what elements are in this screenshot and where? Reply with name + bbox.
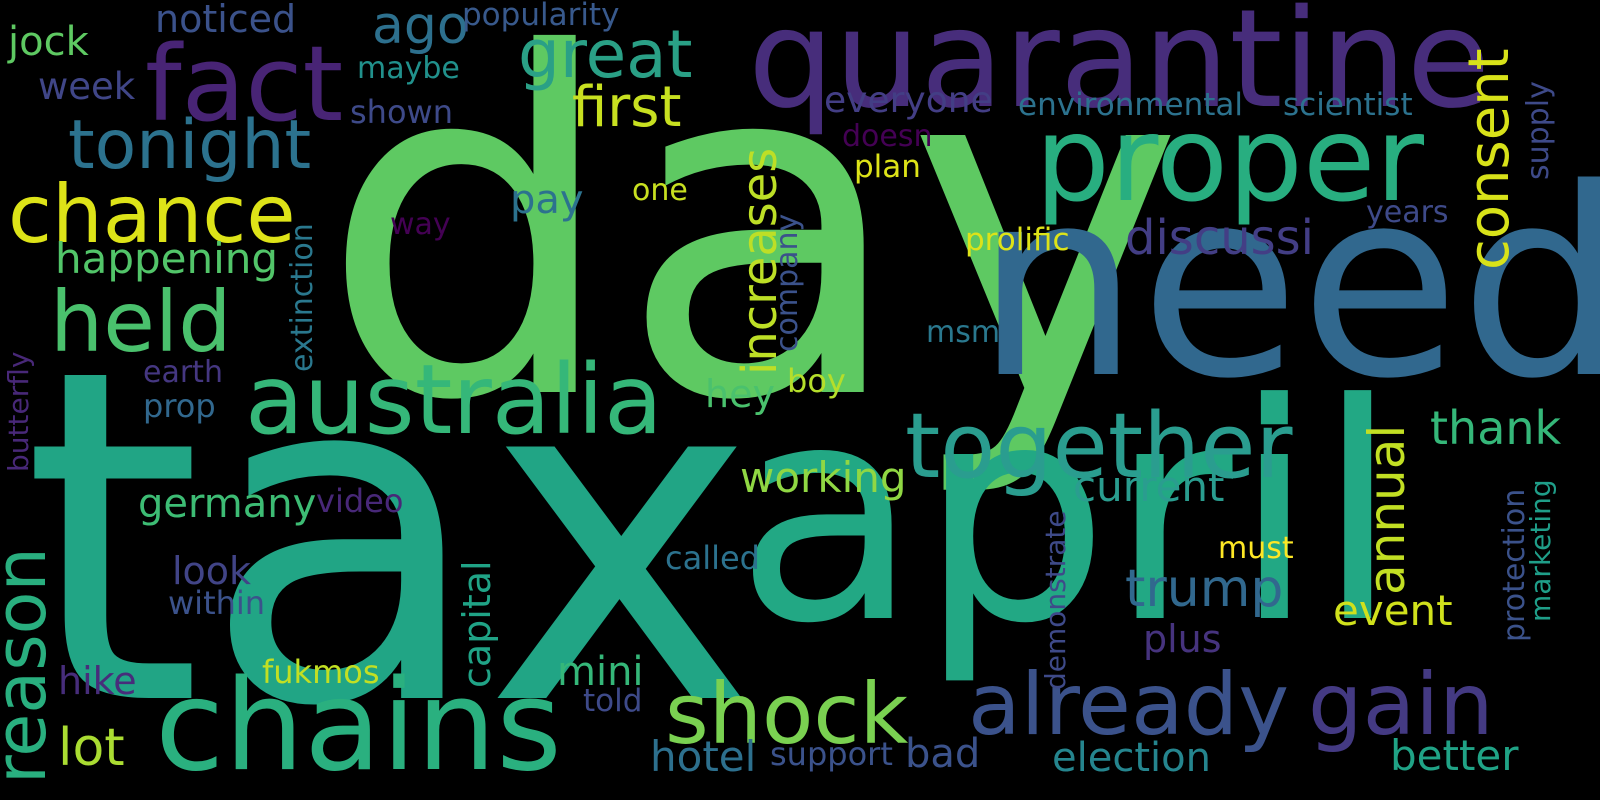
word-within: within xyxy=(168,584,266,622)
word-gain: gain xyxy=(1308,655,1494,755)
word-trump: trump xyxy=(1125,559,1284,619)
word-held: held xyxy=(50,273,232,371)
word-proper: proper xyxy=(1035,90,1425,228)
word-support: support xyxy=(770,735,893,773)
word-told: told xyxy=(583,683,643,719)
word-maybe: maybe xyxy=(357,51,460,86)
word-video: video xyxy=(316,482,404,520)
word-better: better xyxy=(1390,731,1519,780)
word-election: election xyxy=(1052,735,1211,781)
word-plan: plan xyxy=(854,149,921,185)
word-noticed: noticed xyxy=(155,0,297,41)
word-environmental: environmental xyxy=(1018,87,1244,123)
word-called: called xyxy=(665,539,760,577)
word-great: great xyxy=(518,16,693,93)
word-reason: reason xyxy=(0,547,62,784)
word-extinction: extinction xyxy=(285,223,320,372)
word-plus: plus xyxy=(1143,617,1222,661)
word-scientist: scientist xyxy=(1283,87,1413,123)
word-fukmos: fukmos xyxy=(262,653,380,691)
word-tax: tax xyxy=(22,272,757,800)
word-discussi: discussi xyxy=(1125,210,1314,266)
word-mini: mini xyxy=(557,649,644,695)
word-need: need xyxy=(975,134,1600,436)
word-tonight: tonight xyxy=(68,106,312,185)
word-butterfly: butterfly xyxy=(2,351,35,472)
word-australia: australia xyxy=(245,344,663,456)
word-working: working xyxy=(740,453,907,502)
word-shown: shown xyxy=(350,93,453,131)
word-quarantine: quarantine xyxy=(748,0,1491,139)
word-capital: capital xyxy=(455,560,499,688)
word-must: must xyxy=(1218,531,1294,566)
word-bad: bad xyxy=(905,731,981,777)
word-doesn: doesn xyxy=(842,119,933,154)
word-already: already xyxy=(968,655,1290,755)
word-fact: fact xyxy=(145,23,344,145)
word-hike: hike xyxy=(58,659,137,703)
word-demonstrate: demonstrate xyxy=(1039,510,1072,690)
word-everyone: everyone xyxy=(824,80,993,121)
word-together: together xyxy=(905,394,1293,499)
word-msm: msm xyxy=(926,315,1001,350)
word-popularity: popularity xyxy=(462,0,620,33)
word-chance: chance xyxy=(8,168,296,261)
word-day: day xyxy=(320,0,1185,503)
word-prolific: prolific xyxy=(965,222,1070,258)
word-week: week xyxy=(38,65,136,108)
word-happening: happening xyxy=(55,234,279,283)
word-way: way xyxy=(390,207,451,242)
word-annual: annual xyxy=(1358,424,1416,595)
word-first: first xyxy=(572,75,682,140)
word-jock: jock xyxy=(8,19,89,65)
word-marketing: marketing xyxy=(1524,479,1557,622)
word-one: one xyxy=(632,173,688,208)
word-look: look xyxy=(172,549,252,593)
word-shock: shock xyxy=(665,665,909,763)
word-boy: boy xyxy=(787,362,846,400)
word-current: current xyxy=(1073,462,1225,511)
word-company: company xyxy=(770,213,805,352)
word-chains: chains xyxy=(155,652,562,799)
word-ago: ago xyxy=(372,0,469,56)
word-pay: pay xyxy=(510,177,584,223)
word-april: april xyxy=(735,340,1400,689)
word-germany: germany xyxy=(138,481,317,527)
word-thank: thank xyxy=(1430,401,1562,455)
word-years: years xyxy=(1366,195,1449,230)
word-lot: lot xyxy=(58,718,125,778)
word-earth: earth xyxy=(143,355,223,390)
word-consent: consent xyxy=(1457,48,1522,270)
word-supply: supply xyxy=(1521,81,1556,180)
word-event: event xyxy=(1333,586,1453,635)
word-hotel: hotel xyxy=(650,732,757,781)
word-hey: hey xyxy=(705,372,775,416)
word-prop: prop xyxy=(143,387,216,425)
